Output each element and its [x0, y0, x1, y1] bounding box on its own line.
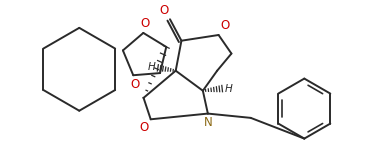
- Text: H: H: [225, 84, 233, 94]
- Text: O: O: [139, 122, 149, 134]
- Text: H: H: [147, 62, 155, 72]
- Text: O: O: [130, 78, 139, 91]
- Text: O: O: [221, 19, 230, 32]
- Text: O: O: [140, 17, 149, 30]
- Text: N: N: [204, 116, 213, 129]
- Text: O: O: [159, 4, 169, 17]
